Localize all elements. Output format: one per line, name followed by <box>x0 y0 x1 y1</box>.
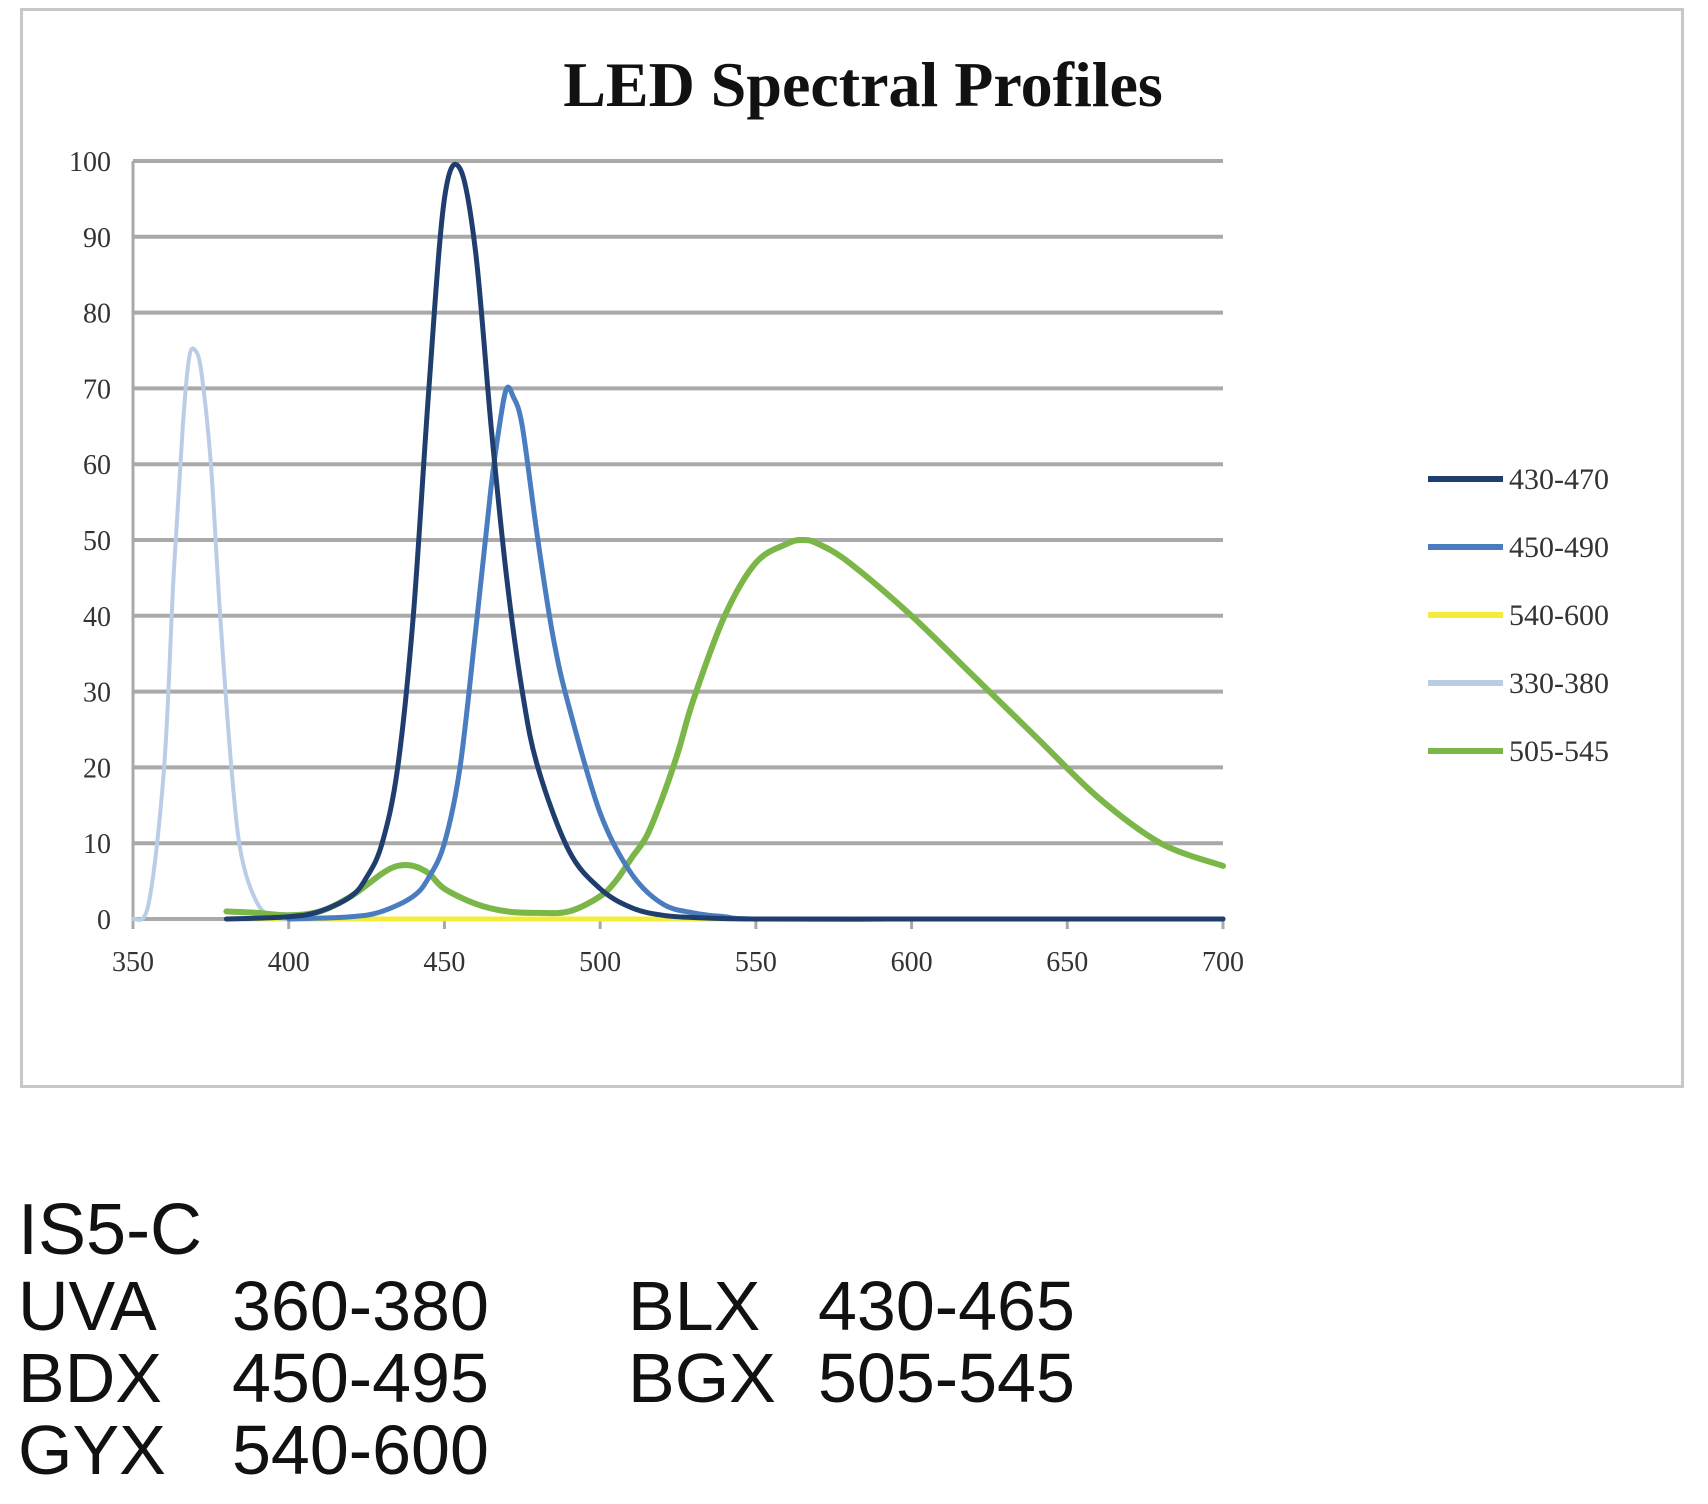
series-lines <box>131 161 1226 922</box>
chart-frame: LED Spectral Profiles 0 10 20 30 40 50 60 70 80 9… <box>20 8 1684 1088</box>
legend-label: 450-490 <box>1509 531 1609 564</box>
legend-label: 505-545 <box>1509 735 1609 768</box>
y-tick-label: 70 <box>83 374 111 405</box>
y-tick-label: 90 <box>83 223 111 254</box>
spec-value: 540-600 <box>232 1411 489 1489</box>
spec-label: UVA <box>18 1267 157 1345</box>
series-line-450-490 <box>286 384 1226 922</box>
spec-value: 360-380 <box>232 1267 489 1345</box>
spec-value: 450-495 <box>232 1339 489 1417</box>
spec-block: IS5-C UVA 360-380 BLX 430-465 BDX 450-49… <box>18 1190 1218 1486</box>
series-line-330-380 <box>131 346 291 922</box>
series-line-505-545 <box>223 537 1226 919</box>
x-tick-label: 700 <box>1202 947 1244 978</box>
chart-title: LED Spectral Profiles <box>563 49 1163 120</box>
spec-title: IS5-C <box>18 1190 203 1270</box>
y-tick-label: 60 <box>83 450 111 481</box>
legend: 430-470 450-490 540-600 330-380 505-545 <box>1428 463 1609 768</box>
spec-label: GYX <box>18 1411 166 1489</box>
series-line-430-470 <box>223 161 1226 922</box>
y-tick-label: 20 <box>83 753 111 784</box>
spec-row-2: BDX 450-495 BGX 505-545 <box>18 1342 1218 1414</box>
spec-label: BLX <box>628 1267 761 1345</box>
y-tick-label: 100 <box>69 147 111 178</box>
x-tick-label: 650 <box>1046 947 1088 978</box>
spec-row-3: GYX 540-600 <box>18 1414 1218 1486</box>
y-tick-label: 50 <box>83 526 111 557</box>
y-tick-label: 10 <box>83 829 111 860</box>
axes: 0 10 20 30 40 50 60 70 80 90 100 350 400 450 500 550 600… <box>69 147 1244 978</box>
y-tick-label: 40 <box>83 602 111 633</box>
spec-label: BGX <box>628 1339 776 1417</box>
spec-value: 505-545 <box>818 1339 1075 1417</box>
legend-label: 430-470 <box>1509 463 1609 496</box>
x-tick-label: 450 <box>423 947 465 978</box>
legend-label: 330-380 <box>1509 667 1609 700</box>
spec-value: 430-465 <box>818 1267 1075 1345</box>
grid-lines <box>133 159 1223 921</box>
y-tick-label: 80 <box>83 299 111 330</box>
spectral-chart: LED Spectral Profiles 0 10 20 30 40 50 60 70 80 9… <box>69 49 1609 978</box>
y-tick-label: 0 <box>97 905 111 936</box>
x-tick-label: 400 <box>268 947 310 978</box>
x-tick-label: 500 <box>579 947 621 978</box>
spec-label: BDX <box>18 1339 162 1417</box>
legend-label: 540-600 <box>1509 599 1609 632</box>
y-tick-label: 30 <box>83 678 111 709</box>
x-tick-label: 550 <box>735 947 777 978</box>
spec-row-1: UVA 360-380 BLX 430-465 <box>18 1270 1218 1342</box>
x-tick-label: 350 <box>112 947 154 978</box>
x-tick-label: 600 <box>891 947 933 978</box>
